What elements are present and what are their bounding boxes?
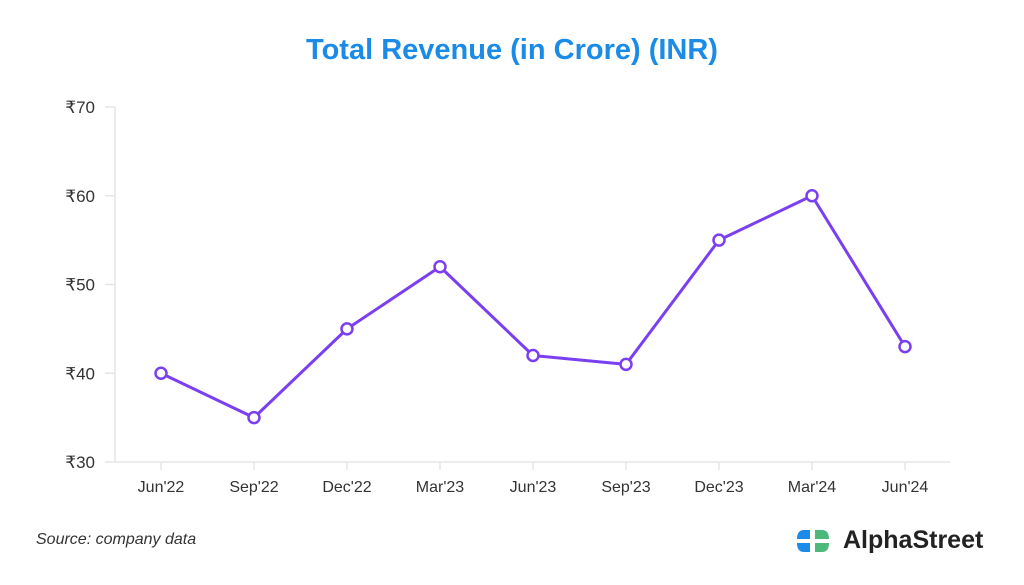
- x-tick-label: Dec'22: [322, 479, 371, 496]
- brand-logo: AlphaStreet: [795, 526, 983, 555]
- x-tick-label: Jun'24: [882, 479, 929, 496]
- data-point: [154, 366, 168, 380]
- data-point: [247, 410, 261, 425]
- x-tick-label: Dec'23: [694, 479, 743, 496]
- data-point: [712, 233, 726, 247]
- y-tick-label: ₹60: [65, 187, 95, 206]
- data-point: [898, 339, 912, 354]
- series-line: [160, 194, 907, 420]
- data-point: [340, 322, 354, 336]
- y-tick-label: ₹50: [65, 276, 95, 295]
- x-tick-label: Mar'24: [788, 479, 837, 496]
- source-note: Source: company data: [36, 531, 197, 548]
- y-tick-label: ₹30: [65, 453, 95, 472]
- x-tick-label: Sep'22: [229, 479, 278, 496]
- x-tick-label: Sep'23: [601, 479, 650, 496]
- data-point: [619, 357, 633, 372]
- chart-title: Total Revenue (in Crore) (INR): [306, 34, 718, 66]
- y-tick-label: ₹40: [65, 364, 95, 383]
- x-tick-label: Jun'23: [510, 479, 557, 496]
- data-point: [805, 189, 819, 203]
- data-point: [526, 348, 540, 363]
- alphastreet-logo-icon: [797, 529, 829, 552]
- y-tick-label: ₹70: [65, 98, 95, 117]
- data-point: [433, 260, 447, 274]
- brand-name: AlphaStreet: [843, 526, 984, 554]
- x-tick-label: Mar'23: [416, 479, 465, 496]
- x-tick-label: Jun'22: [138, 479, 185, 496]
